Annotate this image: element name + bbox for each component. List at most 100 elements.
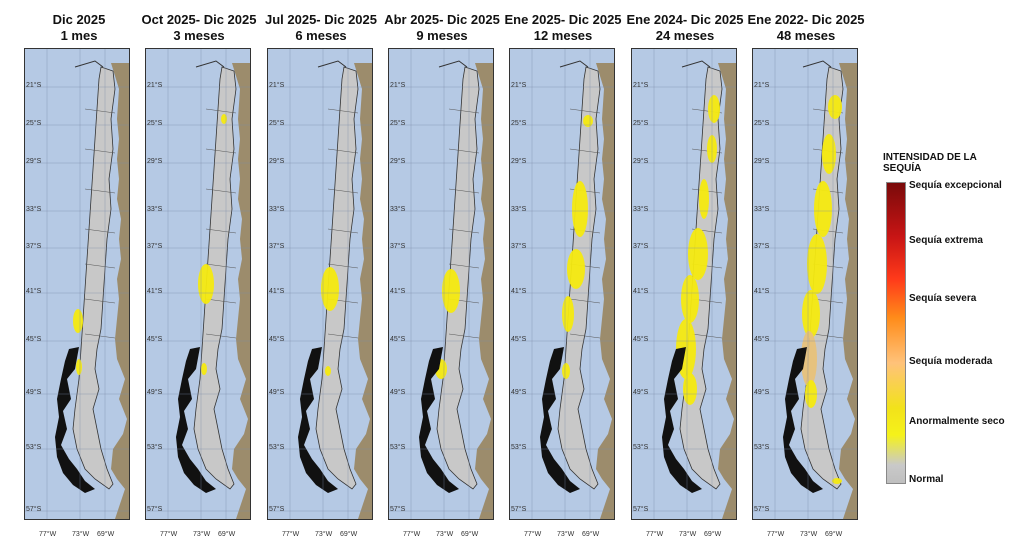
latitude-label: 57°S — [147, 506, 163, 513]
longitude-label: 77°W — [160, 531, 178, 538]
drought-area — [321, 267, 339, 311]
latitude-label: 29°S — [511, 158, 527, 165]
coastline-detail — [802, 60, 832, 68]
neighbor-land — [232, 63, 250, 519]
region-boundary — [84, 298, 116, 304]
panel-period: Ene 2022- Dic 2025 — [747, 12, 865, 27]
latitude-label: 45°S — [754, 336, 770, 343]
legend-label-moderate: Sequía moderada — [909, 356, 993, 367]
latitude-label: 25°S — [26, 120, 42, 127]
latitude-label: 21°S — [269, 82, 285, 89]
panel-period: Jul 2025- Dic 2025 — [264, 12, 378, 27]
drought-area — [201, 363, 207, 375]
latitude-label: 33°S — [390, 206, 406, 213]
latitude-label: 41°S — [147, 288, 163, 295]
drought-area — [583, 115, 593, 127]
longitude-label: 73°W — [800, 531, 818, 538]
latitude-label: 41°S — [633, 288, 649, 295]
southern-archipelago — [419, 347, 459, 493]
latitude-label: 57°S — [390, 506, 406, 513]
latitude-label: 41°S — [269, 288, 285, 295]
drought-area — [822, 134, 836, 174]
latitude-label: 57°S — [269, 506, 285, 513]
latitude-label: 37°S — [511, 243, 527, 250]
latitude-label: 41°S — [390, 288, 406, 295]
panel-duration: 9 meses — [416, 28, 468, 43]
neighbor-land — [111, 63, 129, 519]
longitude-label: 69°W — [582, 531, 600, 538]
region-boundary — [84, 188, 116, 194]
region-boundary — [691, 333, 723, 339]
longitude-label: 77°W — [767, 531, 785, 538]
latitude-label: 57°S — [633, 506, 649, 513]
region-boundary — [205, 188, 237, 194]
region-boundary — [569, 333, 601, 339]
latitude-label: 33°S — [269, 206, 285, 213]
latitude-label: 29°S — [147, 158, 163, 165]
latitude-label: 45°S — [147, 336, 163, 343]
latitude-label: 49°S — [633, 389, 649, 396]
drought-area — [198, 264, 214, 304]
latitude-label: 25°S — [511, 120, 527, 127]
drought-map-1-month — [24, 48, 130, 520]
region-boundary — [569, 298, 601, 304]
drought-area — [802, 290, 820, 338]
latitude-label: 33°S — [633, 206, 649, 213]
longitude-label: 77°W — [39, 531, 57, 538]
region-boundary — [84, 228, 116, 234]
latitude-label: 45°S — [511, 336, 527, 343]
region-boundary — [84, 333, 116, 339]
longitude-label: 77°W — [403, 531, 421, 538]
panel-title-1: Dic 2025 1 mes — [18, 12, 140, 44]
region-boundary — [205, 263, 237, 269]
latitude-label: 21°S — [390, 82, 406, 89]
region-boundary — [84, 108, 116, 114]
drought-area — [814, 181, 832, 237]
drought-area — [708, 95, 720, 123]
latitude-label: 37°S — [633, 243, 649, 250]
panel-duration: 12 meses — [533, 28, 593, 43]
latitude-label: 57°S — [754, 506, 770, 513]
latitude-label: 53°S — [26, 444, 42, 451]
longitude-label: 69°W — [97, 531, 115, 538]
southern-archipelago — [540, 347, 580, 493]
southern-archipelago — [298, 347, 338, 493]
region-boundary — [84, 148, 116, 154]
latitude-label: 33°S — [754, 206, 770, 213]
latitude-label: 53°S — [633, 444, 649, 451]
longitude-label: 69°W — [340, 531, 358, 538]
region-boundary — [448, 228, 480, 234]
longitude-label: 69°W — [825, 531, 843, 538]
map-canvas — [25, 49, 129, 519]
legend-label-normal: Normal — [909, 474, 944, 485]
region-boundary — [205, 228, 237, 234]
latitude-label: 49°S — [511, 389, 527, 396]
drought-area — [562, 363, 570, 379]
latitude-label: 53°S — [390, 444, 406, 451]
neighbor-land — [596, 63, 614, 519]
drought-area — [801, 331, 817, 387]
latitude-label: 49°S — [147, 389, 163, 396]
latitude-label: 49°S — [754, 389, 770, 396]
chile-territory — [72, 66, 116, 490]
latitude-label: 25°S — [269, 120, 285, 127]
latitude-label: 45°S — [26, 336, 42, 343]
latitude-label: 57°S — [26, 506, 42, 513]
panel-duration: 3 meses — [173, 28, 225, 43]
drought-area — [681, 275, 699, 323]
latitude-label: 41°S — [754, 288, 770, 295]
southern-archipelago — [55, 347, 95, 493]
panel-period: Dic 2025 — [52, 12, 106, 27]
latitude-label: 37°S — [390, 243, 406, 250]
panel-period: Oct 2025- Dic 2025 — [141, 12, 257, 27]
map-canvas — [510, 49, 614, 519]
map-canvas — [146, 49, 250, 519]
latitude-label: 45°S — [633, 336, 649, 343]
region-boundary — [569, 148, 601, 154]
panel-title-3: Jul 2025- Dic 2025 6 meses — [260, 12, 382, 44]
drought-area — [828, 95, 842, 119]
latitude-label: 21°S — [511, 82, 527, 89]
panel-title-7: Ene 2022- Dic 2025 48 meses — [745, 12, 867, 44]
latitude-label: 21°S — [147, 82, 163, 89]
panel-title-4: Abr 2025- Dic 2025 9 meses — [381, 12, 503, 44]
